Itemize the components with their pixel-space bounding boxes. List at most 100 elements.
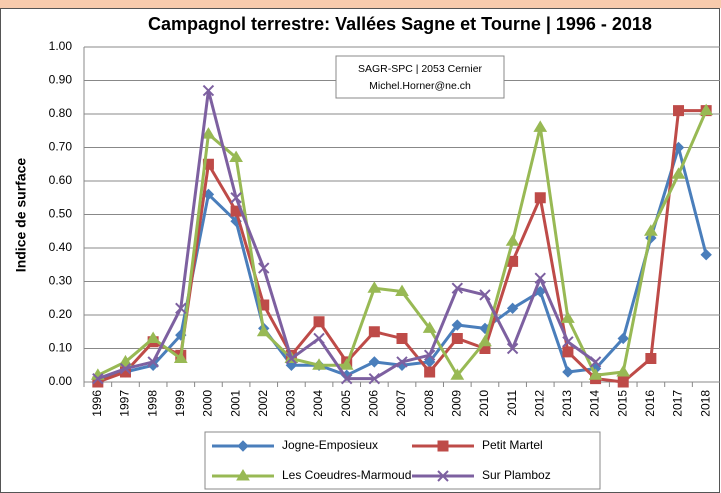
y-tick-label: 0.50 xyxy=(49,207,73,221)
y-tick-label: 0.60 xyxy=(49,173,73,187)
x-tick-label: 2004 xyxy=(311,390,325,417)
marker xyxy=(643,224,658,236)
marker xyxy=(119,362,132,375)
marker xyxy=(230,205,242,217)
x-tick-label: 2016 xyxy=(643,390,657,417)
annotation: Michel.Horner@ne.ch xyxy=(369,80,471,92)
y-tick-label: 0.10 xyxy=(49,341,73,355)
marker xyxy=(229,150,243,163)
marker xyxy=(146,331,161,343)
legend-label: Petit Martel xyxy=(482,438,543,452)
x-tick-label: 2002 xyxy=(256,390,270,417)
y-axis-label: Indice de surface xyxy=(13,158,29,273)
marker xyxy=(368,372,381,385)
marker xyxy=(451,332,463,344)
series-line xyxy=(97,89,597,381)
marker xyxy=(424,366,436,378)
marker xyxy=(616,364,631,377)
x-tick-label: 2013 xyxy=(560,390,574,417)
chart-title: Campagnol terrestre: Vallées Sagne et To… xyxy=(148,14,652,34)
marker xyxy=(617,332,629,345)
marker xyxy=(118,354,133,367)
marker xyxy=(368,326,380,338)
marker xyxy=(589,356,602,368)
marker xyxy=(396,356,408,368)
marker xyxy=(671,167,686,179)
x-tick-label: 2015 xyxy=(615,390,629,417)
legend-marker xyxy=(237,440,249,452)
x-tick-label: 2012 xyxy=(532,390,546,417)
x-tick-label: 2005 xyxy=(339,390,353,417)
marker xyxy=(339,358,354,370)
marker xyxy=(258,262,270,274)
marker xyxy=(561,311,575,323)
y-tick-label: 0.40 xyxy=(49,240,73,254)
marker xyxy=(423,349,436,361)
marker xyxy=(340,372,353,385)
marker xyxy=(147,356,159,368)
marker xyxy=(422,321,437,333)
marker xyxy=(173,351,188,364)
marker xyxy=(367,281,382,293)
marker xyxy=(534,192,546,204)
marker xyxy=(534,272,546,284)
marker xyxy=(562,366,574,378)
x-tick-label: 1998 xyxy=(145,390,159,417)
marker xyxy=(588,368,603,380)
y-tick-label: 0.80 xyxy=(49,106,73,120)
y-tick-label: 0.30 xyxy=(49,274,73,288)
marker xyxy=(451,282,464,294)
x-tick-label: 1997 xyxy=(118,390,132,417)
marker xyxy=(313,316,325,328)
y-tick-label: 0.20 xyxy=(49,307,73,321)
legend-marker xyxy=(437,440,449,452)
top-strip xyxy=(0,0,721,8)
legend-label: Jogne-Emposieux xyxy=(282,438,378,452)
marker xyxy=(396,332,408,344)
x-tick-label: 1999 xyxy=(173,390,187,417)
x-tick-label: 2010 xyxy=(477,390,491,417)
y-tick-label: 0.00 xyxy=(49,374,73,388)
legend xyxy=(204,431,601,490)
x-tick-label: 2018 xyxy=(698,390,712,417)
marker xyxy=(700,248,712,261)
marker xyxy=(478,334,492,347)
marker xyxy=(450,368,465,380)
marker xyxy=(562,336,574,348)
x-tick-label: 2014 xyxy=(588,390,602,417)
x-tick-label: 2003 xyxy=(284,390,298,417)
x-tick-label: 2001 xyxy=(228,390,242,417)
x-tick-label: 2011 xyxy=(505,390,519,416)
x-tick-label: 2007 xyxy=(394,390,408,417)
marker xyxy=(451,319,464,331)
legend-marker xyxy=(437,470,449,482)
legend-label: Les Coeudres-Marmoud xyxy=(282,468,411,482)
annotation-box xyxy=(335,55,505,99)
x-tick-label: 2009 xyxy=(449,390,463,417)
x-tick-label: 2000 xyxy=(201,390,215,417)
marker xyxy=(201,127,216,139)
x-tick-label: 2017 xyxy=(671,390,685,417)
legend-item: Les Coeudres-Marmoud xyxy=(212,468,411,482)
marker xyxy=(202,84,215,97)
x-tick-label: 1996 xyxy=(90,390,104,417)
marker xyxy=(673,105,685,117)
marker xyxy=(285,352,298,365)
legend-item: Petit Martel xyxy=(412,438,543,452)
marker xyxy=(312,358,326,370)
marker xyxy=(505,234,520,246)
series-line xyxy=(97,146,708,381)
marker xyxy=(230,192,242,204)
y-tick-label: 1.00 xyxy=(49,39,73,53)
marker xyxy=(562,346,574,358)
x-tick-label: 2008 xyxy=(422,390,436,417)
marker xyxy=(506,342,519,355)
marker xyxy=(506,302,519,315)
marker xyxy=(645,353,657,365)
x-tick-label: 2006 xyxy=(367,390,381,417)
marker xyxy=(699,103,714,116)
legend-marker xyxy=(236,469,250,481)
marker xyxy=(479,289,491,301)
legend-item: Jogne-Emposieux xyxy=(212,438,378,452)
marker xyxy=(256,324,271,337)
